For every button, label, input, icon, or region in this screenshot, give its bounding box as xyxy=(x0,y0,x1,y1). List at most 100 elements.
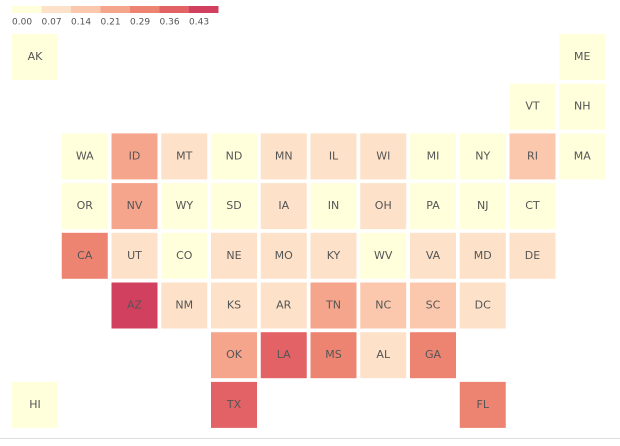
state-label: DC xyxy=(475,299,491,312)
state-tile xyxy=(410,332,456,379)
state-label: AK xyxy=(28,50,44,63)
state-label: MI xyxy=(427,149,440,162)
state-tile xyxy=(260,332,307,379)
state-tile xyxy=(310,332,357,379)
state-label: UT xyxy=(127,249,142,262)
state-tile xyxy=(260,183,307,230)
state-label: MD xyxy=(474,249,492,262)
legend-swatch xyxy=(100,6,130,13)
state-label: WY xyxy=(175,199,193,212)
state-label: MS xyxy=(325,348,341,361)
state-tile xyxy=(111,282,158,329)
state-label: WV xyxy=(374,249,393,262)
state-label: ME xyxy=(574,50,590,63)
state-label: MO xyxy=(275,249,293,262)
legend-swatch xyxy=(130,6,160,13)
state-tile xyxy=(310,232,357,279)
state-tile xyxy=(211,232,257,279)
state-tile xyxy=(360,282,407,329)
state-label: OR xyxy=(77,199,94,212)
state-tile xyxy=(360,183,407,230)
state-tile xyxy=(559,83,606,130)
state-label: VA xyxy=(426,249,441,262)
legend-swatch xyxy=(159,6,189,13)
state-tile xyxy=(509,83,556,130)
state-label: KS xyxy=(227,299,241,312)
state-tile xyxy=(459,282,506,329)
state-label: CA xyxy=(77,249,93,262)
state-tile xyxy=(111,232,158,279)
state-tile xyxy=(260,282,307,329)
state-label: TX xyxy=(226,398,242,411)
state-tile xyxy=(111,133,158,180)
state-label: PA xyxy=(426,199,440,212)
state-tile xyxy=(310,133,357,180)
state-tile xyxy=(310,183,357,230)
legend-label: 0.29 xyxy=(130,18,150,28)
state-tile xyxy=(410,183,456,230)
state-label: NV xyxy=(127,199,143,212)
state-tile xyxy=(61,232,108,279)
state-label: MA xyxy=(574,149,591,162)
state-tile xyxy=(509,133,556,180)
state-tile xyxy=(410,133,456,180)
state-tile xyxy=(260,232,307,279)
state-label: AR xyxy=(276,299,292,312)
state-tile xyxy=(111,183,158,230)
state-tile xyxy=(360,232,407,279)
state-label: CT xyxy=(525,199,540,212)
state-label: IN xyxy=(328,199,339,212)
state-tile xyxy=(61,133,108,180)
state-label: OK xyxy=(226,348,243,361)
legend-swatch xyxy=(41,6,71,13)
state-tile xyxy=(509,232,556,279)
state-tile xyxy=(211,381,257,428)
state-tile xyxy=(360,133,407,180)
state-tile xyxy=(12,381,58,428)
state-tile xyxy=(211,133,257,180)
state-label: FL xyxy=(477,398,490,411)
state-label: NY xyxy=(475,149,490,162)
state-tile xyxy=(310,282,357,329)
state-label: WA xyxy=(76,149,94,162)
state-label: OH xyxy=(375,199,392,212)
state-label: MN xyxy=(275,149,293,162)
state-label: NC xyxy=(375,299,391,312)
state-label: ID xyxy=(129,149,141,162)
state-label: SC xyxy=(426,299,441,312)
state-tile xyxy=(161,133,208,180)
state-tile xyxy=(12,34,58,80)
state-label: ND xyxy=(226,149,243,162)
state-tile xyxy=(459,232,506,279)
state-label: NE xyxy=(226,249,241,262)
legend-swatch xyxy=(71,6,101,13)
state-label: CO xyxy=(176,249,193,262)
legend-label: 0.36 xyxy=(160,18,180,28)
legend-label: 0.07 xyxy=(42,18,62,28)
state-tile xyxy=(410,282,456,329)
state-tile xyxy=(161,282,208,329)
state-tile xyxy=(459,133,506,180)
state-label: IA xyxy=(278,199,289,212)
state-label: MT xyxy=(176,149,192,162)
state-tile xyxy=(61,183,108,230)
state-label: AL xyxy=(376,348,391,361)
legend-label: 0.21 xyxy=(101,18,121,28)
state-tile xyxy=(509,183,556,230)
state-label: HI xyxy=(29,398,41,411)
state-tile xyxy=(161,232,208,279)
state-label: NH xyxy=(574,100,591,113)
state-label: RI xyxy=(527,149,538,162)
state-tile xyxy=(559,34,606,80)
state-tile xyxy=(211,282,257,329)
state-tile xyxy=(360,332,407,379)
state-label: IL xyxy=(329,149,339,162)
state-tile xyxy=(161,183,208,230)
state-tile xyxy=(559,133,606,180)
legend-swatch xyxy=(12,6,42,13)
legend-swatch xyxy=(189,6,219,13)
state-label: TN xyxy=(325,299,341,312)
state-label: KY xyxy=(327,249,341,262)
state-label: GA xyxy=(425,348,442,361)
